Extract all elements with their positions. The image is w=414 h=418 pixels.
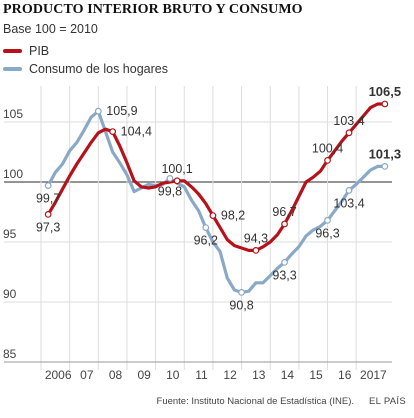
data-label-consumo: 105,9 — [106, 104, 137, 118]
data-point-consumo — [202, 224, 210, 232]
source-note: Fuente: Instituto Nacional de Estadístic… — [156, 396, 354, 407]
x-tick-label: 15 — [309, 368, 323, 382]
data-point-pib — [345, 129, 353, 137]
legend-item-consumo: Consumo de los hogares — [3, 60, 168, 78]
data-label-pib: 106,5 — [369, 84, 402, 99]
data-label-consumo: 96,2 — [194, 234, 218, 248]
data-label-consumo: 93,3 — [272, 268, 296, 282]
data-label-pib: 104,4 — [121, 125, 152, 139]
chart-title: PRODUCTO INTERIOR BRUTO Y CONSUMO — [3, 2, 303, 17]
y-tick-label: 105 — [3, 107, 23, 121]
data-label-pib: 100,1 — [161, 162, 192, 176]
legend-label-pib: PIB — [29, 44, 50, 58]
x-tick-label: 16 — [338, 368, 352, 382]
data-point-pib — [44, 210, 52, 218]
data-label-consumo: 96,3 — [315, 226, 339, 240]
x-tick-label: 2006 — [45, 368, 72, 382]
x-tick-label: 14 — [281, 368, 295, 382]
x-tick-label: 09 — [137, 368, 151, 382]
data-point-pib — [209, 212, 217, 220]
data-label-pib: 96,7 — [272, 205, 296, 219]
legend-item-pib: PIB — [3, 42, 168, 60]
data-point-pib — [381, 100, 389, 108]
legend-swatch-pib — [3, 49, 22, 53]
legend-label-consumo: Consumo de los hogares — [29, 62, 168, 76]
data-point-pib — [281, 220, 288, 228]
data-point-consumo — [44, 182, 52, 190]
data-label-consumo: 103,4 — [333, 196, 364, 210]
data-point-consumo — [94, 107, 102, 115]
y-tick-label: 85 — [3, 347, 17, 361]
data-point-consumo — [281, 259, 288, 266]
data-label-pib: 103,4 — [333, 114, 364, 128]
data-label-consumo: 101,3 — [369, 146, 402, 161]
brand-logo: EL PAÍS — [369, 396, 406, 407]
data-label-pib: 97,3 — [36, 220, 60, 234]
data-point-pib — [252, 246, 260, 254]
data-point-pib — [324, 156, 331, 164]
y-tick-label: 90 — [3, 287, 17, 301]
data-point-consumo — [166, 174, 174, 182]
data-point-consumo — [324, 216, 331, 224]
chart-subtitle: Base 100 = 2010 — [3, 22, 98, 36]
data-label-consumo: 99,8 — [158, 184, 182, 198]
data-point-consumo — [238, 289, 245, 296]
x-tick-label: 10 — [166, 368, 180, 382]
y-tick-label: 100 — [3, 167, 23, 181]
x-tick-label: 13 — [252, 368, 266, 382]
data-point-consumo — [381, 162, 389, 170]
x-tick-label: 08 — [109, 368, 123, 382]
data-label-consumo: 99,7 — [36, 192, 60, 206]
data-label-consumo: 90,8 — [229, 298, 253, 312]
x-tick-label: 2017 — [360, 368, 387, 382]
legend-swatch-consumo — [3, 67, 22, 71]
x-tick-label: 12 — [223, 368, 237, 382]
y-tick-label: 95 — [3, 227, 17, 241]
data-label-pib: 100,4 — [312, 141, 343, 155]
data-label-pib: 98,2 — [221, 209, 245, 223]
x-tick-label: 07 — [80, 368, 94, 382]
data-point-consumo — [345, 186, 353, 194]
data-point-pib — [109, 128, 117, 136]
legend: PIB Consumo de los hogares — [3, 42, 168, 78]
x-tick-label: 11 — [195, 368, 208, 382]
data-point-pib — [173, 177, 181, 185]
data-label-pib: 94,3 — [244, 231, 268, 245]
